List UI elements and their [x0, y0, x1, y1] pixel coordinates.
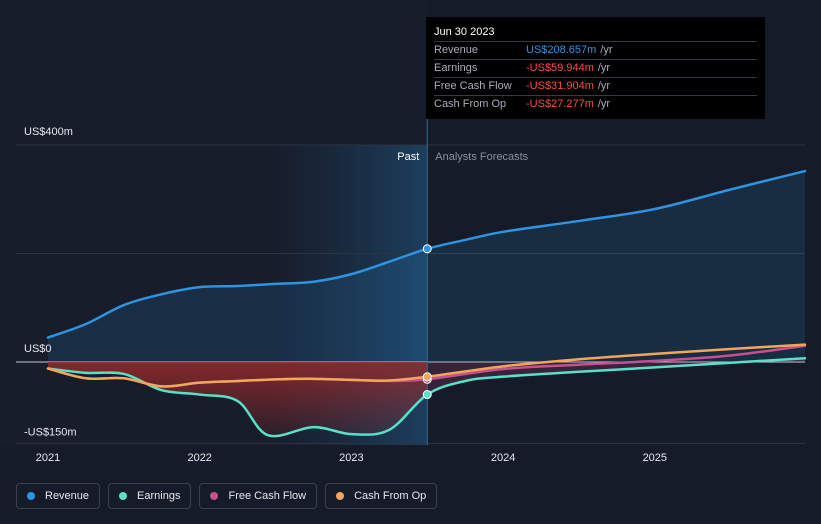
y-tick-label: -US$150m: [24, 426, 77, 438]
tooltip-unit: /yr: [597, 98, 611, 110]
cash-from-op-line: [46, 343, 807, 388]
data-tooltip: Jun 30 2023 Revenue US$208.657m/yr Earning…: [426, 17, 765, 119]
tooltip-label: Earnings: [434, 62, 478, 74]
x-tick-label: 2025: [643, 452, 667, 464]
x-tick-label: 2022: [187, 452, 211, 464]
tooltip-unit: /yr: [600, 44, 613, 56]
legend: Revenue Earnings Free Cash Flow Cash From O…: [16, 483, 438, 509]
y-tick-label: US$0: [24, 343, 52, 355]
revenue-area: [48, 171, 805, 362]
x-tick-label: 2021: [36, 452, 60, 464]
legend-dot-icon: [336, 492, 345, 500]
x-tick-label: 2024: [491, 452, 515, 464]
tooltip-value: -US$27.277m: [526, 98, 594, 110]
tooltip-label: Cash From Op: [434, 98, 507, 110]
tooltip-value: -US$59.944m: [526, 62, 594, 74]
legend-dot-icon: [27, 492, 35, 500]
legend-item-cash-from-op[interactable]: Cash From Op: [325, 483, 438, 509]
tooltip-value: -US$31.904m: [526, 80, 594, 92]
legend-label: Cash From Op: [354, 490, 427, 502]
y-tick-label: US$400m: [24, 126, 73, 138]
x-tick-label: 2023: [339, 452, 363, 464]
forecast-label: Analysts Forecasts: [435, 151, 528, 163]
x-axis-labels: 2021 2022 2023 2024 2025: [36, 452, 667, 464]
legend-item-revenue[interactable]: Revenue: [16, 483, 101, 509]
legend-item-earnings[interactable]: Earnings: [108, 483, 192, 509]
tooltip-markers: [422, 244, 432, 400]
legend-label: Revenue: [45, 490, 90, 502]
cash-from-op-marker: [422, 372, 432, 382]
tooltip-unit: /yr: [597, 62, 611, 74]
y-axis-labels: US$400m US$0 -US$150m: [24, 126, 77, 438]
earnings-marker: [422, 390, 432, 400]
tooltip-row-free-cash-flow: Free Cash Flow -US$31.904m/yr: [434, 78, 757, 96]
tooltip-unit: /yr: [597, 80, 611, 92]
tooltip-row-earnings: Earnings -US$59.944m/yr: [434, 60, 757, 78]
legend-dot-icon: [119, 492, 128, 500]
revenue-line: [46, 169, 807, 339]
legend-item-free-cash-flow[interactable]: Free Cash Flow: [199, 483, 318, 509]
legend-dot-icon: [210, 492, 219, 500]
legend-label: Earnings: [137, 490, 181, 502]
tooltip-date: Jun 30 2023: [434, 25, 757, 42]
tooltip-row-cash-from-op: Cash From Op -US$27.277m/yr: [434, 96, 757, 113]
past-label: Past: [397, 151, 419, 163]
legend-label: Free Cash Flow: [228, 490, 307, 502]
tooltip-row-revenue: Revenue US$208.657m/yr: [434, 42, 757, 60]
tooltip-value: US$208.657m: [526, 44, 597, 56]
series-lines: [46, 169, 807, 438]
tooltip-label: Revenue: [434, 44, 479, 56]
revenue-marker: [422, 244, 432, 254]
tooltip-label: Free Cash Flow: [434, 80, 512, 92]
